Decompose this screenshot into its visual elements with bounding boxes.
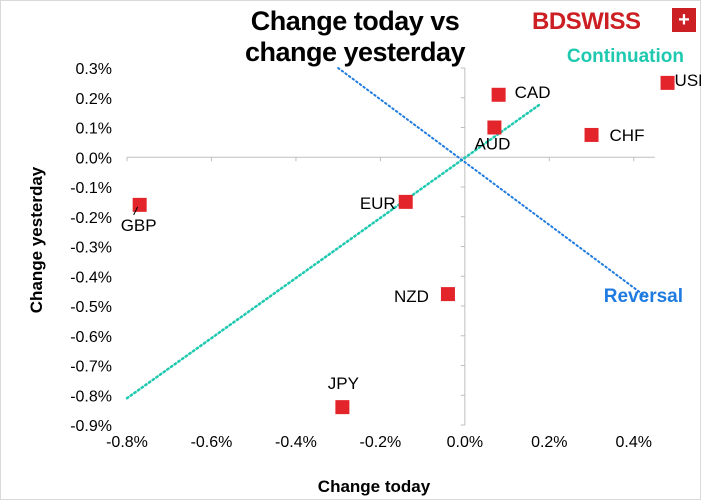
x-tick-label: -0.4% bbox=[275, 434, 317, 451]
point-marker-gbp bbox=[132, 197, 147, 212]
logo-text-swiss: SWISS bbox=[565, 8, 641, 35]
y-tick-label: -0.2% bbox=[70, 210, 112, 227]
x-tick-label: -0.2% bbox=[359, 434, 401, 451]
x-tick-label: -0.6% bbox=[191, 434, 233, 451]
chart-title: Change today vs change yesterday bbox=[205, 6, 505, 68]
x-axis-title: Change today bbox=[318, 477, 431, 496]
point-label-cad: CAD bbox=[515, 83, 551, 102]
point-marker-chf bbox=[584, 127, 599, 142]
y-tick-label: -0.8% bbox=[70, 388, 112, 405]
point-label-aud: AUD bbox=[474, 135, 510, 154]
x-tick-label: 0.0% bbox=[447, 434, 483, 451]
x-tick-label: 0.2% bbox=[531, 434, 567, 451]
y-tick-label: 0.3% bbox=[76, 61, 112, 78]
point-marker-cad bbox=[491, 87, 506, 102]
point-marker-eur bbox=[398, 194, 413, 209]
gbp-leader-line bbox=[133, 206, 139, 216]
point-label-nzd: NZD bbox=[394, 287, 429, 306]
y-tick-label: 0.1% bbox=[76, 121, 112, 138]
point-label-jpy: JPY bbox=[328, 374, 359, 393]
bdswiss-logo: BDSWISS + bbox=[532, 8, 696, 38]
point-marker-nzd bbox=[440, 287, 455, 302]
point-label-usd: USD bbox=[675, 71, 701, 90]
x-tick-label: -0.8% bbox=[106, 434, 148, 451]
y-axis-title: Change yesterday bbox=[27, 166, 46, 313]
y-tick-label: 0.0% bbox=[76, 150, 112, 167]
y-tick-label: -0.7% bbox=[70, 359, 112, 376]
reversal-label: Reversal bbox=[604, 286, 683, 307]
swiss-cross-icon: + bbox=[672, 8, 696, 32]
y-tick-label: -0.9% bbox=[70, 418, 112, 435]
continuation-label: Continuation bbox=[567, 46, 684, 67]
logo-text-bd: BD bbox=[532, 8, 566, 35]
point-label-chf: CHF bbox=[610, 126, 645, 145]
reversal-line bbox=[337, 67, 648, 299]
y-tick-label: -0.5% bbox=[70, 299, 112, 316]
chart-title-line-2: change yesterday bbox=[244, 37, 466, 67]
continuation-line bbox=[125, 102, 543, 400]
x-tick-label: 0.4% bbox=[616, 434, 652, 451]
point-label-eur: EUR bbox=[360, 194, 396, 213]
y-tick-label: -0.3% bbox=[70, 240, 112, 257]
point-marker-jpy bbox=[335, 400, 350, 415]
y-tick-label: -0.4% bbox=[70, 269, 112, 286]
point-label-gbp: GBP bbox=[121, 216, 157, 235]
y-tick-label: 0.2% bbox=[76, 91, 112, 108]
point-marker-usd bbox=[660, 75, 675, 90]
y-tick-label: -0.1% bbox=[70, 180, 112, 197]
y-tick-label: -0.6% bbox=[70, 329, 112, 346]
point-marker-aud bbox=[487, 120, 502, 135]
chart-title-line-1: Change today vs bbox=[250, 6, 460, 36]
